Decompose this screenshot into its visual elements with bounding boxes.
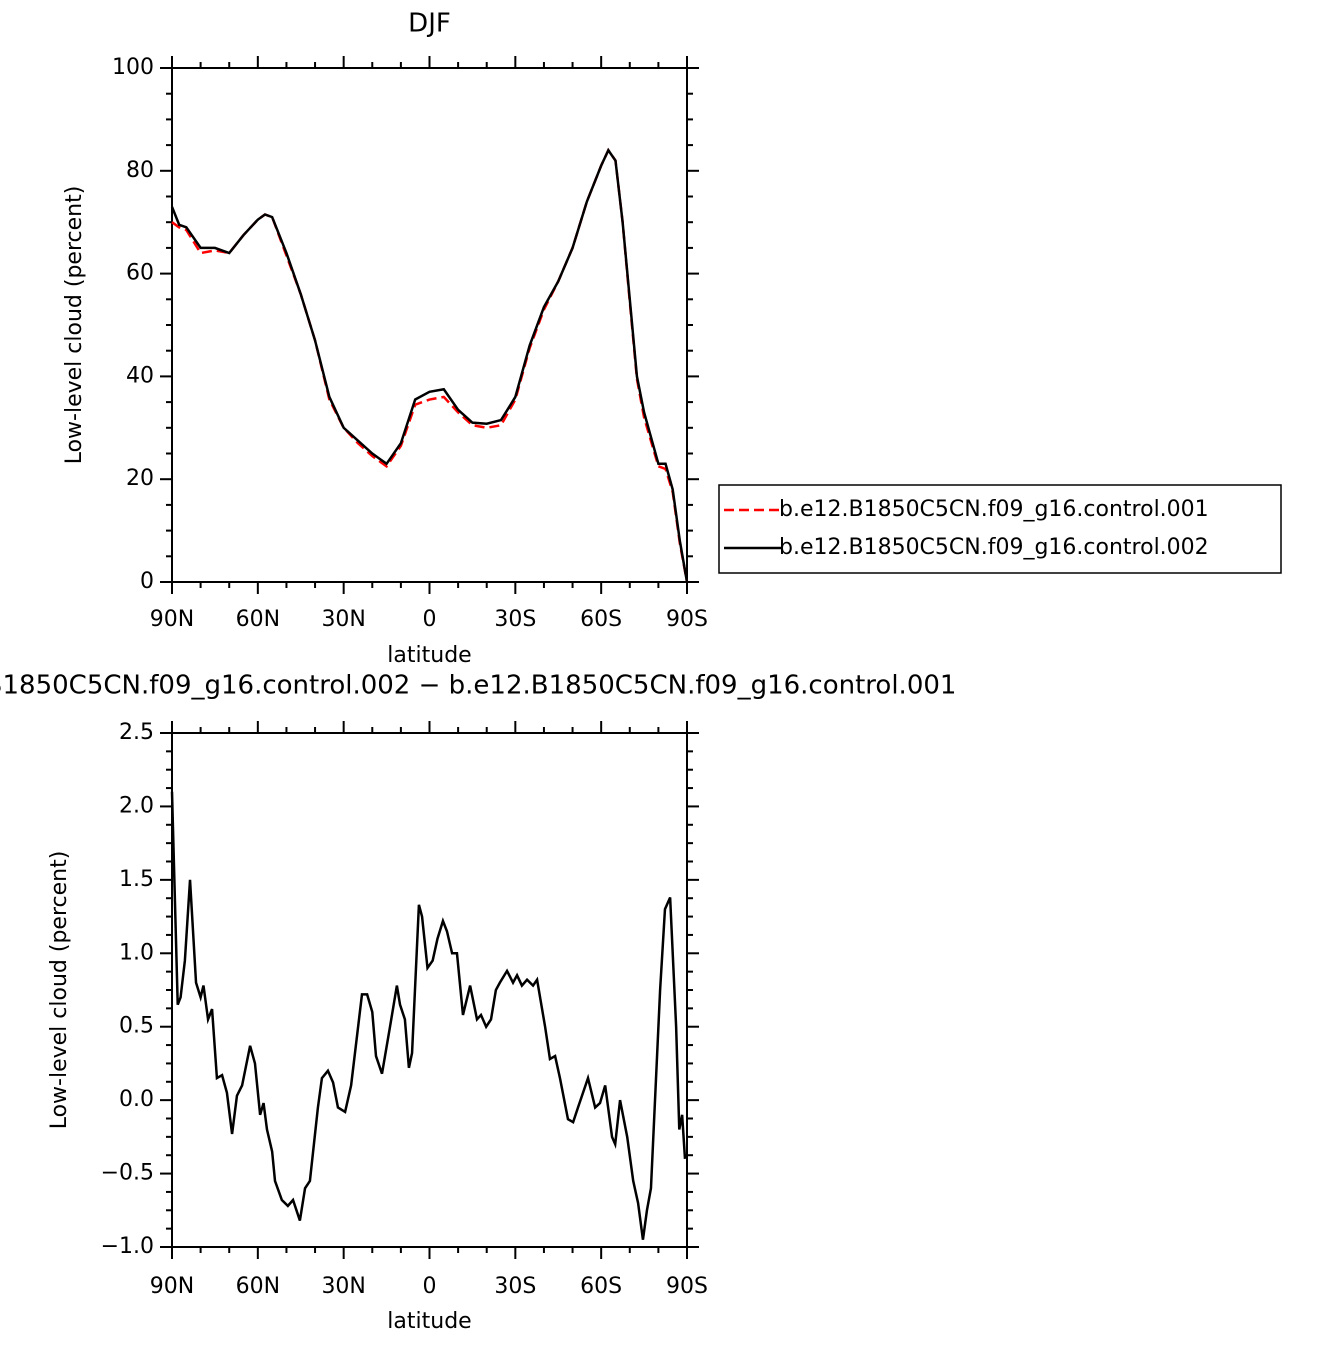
y-tick-label: −0.5: [101, 1161, 154, 1186]
x-axis-label: latitude: [387, 643, 471, 668]
legend-label: b.e12.B1850C5CN.f09_g16.control.002: [779, 535, 1209, 560]
y-axis-label: Low-level cloud (percent): [62, 186, 87, 465]
x-tick-label: 60N: [236, 607, 280, 632]
x-tick-label: 60S: [580, 1274, 622, 1299]
x-tick-label: 60S: [580, 607, 622, 632]
x-tick-label: 0: [423, 607, 437, 632]
data-line: [171, 147, 689, 583]
y-tick-label: 0.0: [119, 1087, 154, 1112]
y-tick-label: 0: [140, 569, 154, 594]
x-axis-label: latitude: [387, 1309, 471, 1334]
x-tick-label: 30S: [494, 607, 536, 632]
x-tick-label: 90S: [666, 1274, 708, 1299]
plot-frame: [171, 67, 688, 583]
chart-title: b.e12.B1850C5CN.f09_g16.control.002 − b.…: [0, 671, 956, 701]
data-line: [170, 791, 687, 1240]
y-tick-label: 40: [126, 363, 154, 388]
x-tick-label: 90S: [666, 607, 708, 632]
y-tick-label: 80: [126, 158, 154, 183]
y-axis-label: Low-level cloud (percent): [47, 851, 72, 1130]
x-tick-label: 30N: [321, 607, 365, 632]
x-tick-label: 0: [423, 1274, 437, 1299]
x-tick-label: 90N: [150, 1274, 194, 1299]
y-tick-label: 0.5: [119, 1014, 154, 1039]
y-tick-label: 1.0: [119, 940, 154, 965]
y-tick-label: 100: [112, 55, 154, 80]
data-line: [170, 147, 689, 583]
x-tick-label: 60N: [236, 1274, 280, 1299]
y-tick-label: 1.5: [119, 867, 154, 892]
x-tick-label: 30S: [494, 1274, 536, 1299]
y-tick-label: 2.0: [119, 793, 154, 818]
y-tick-label: 20: [126, 466, 154, 491]
y-tick-label: 60: [126, 261, 154, 286]
x-tick-label: 30N: [321, 1274, 365, 1299]
y-tick-label: 2.5: [119, 720, 154, 745]
y-tick-label: −1.0: [101, 1234, 154, 1259]
legend-label: b.e12.B1850C5CN.f09_g16.control.001: [779, 497, 1209, 522]
plot-frame: [171, 732, 688, 1248]
chart-title: DJF: [408, 9, 451, 39]
legend-box: [718, 484, 1282, 574]
x-tick-label: 90N: [150, 607, 194, 632]
